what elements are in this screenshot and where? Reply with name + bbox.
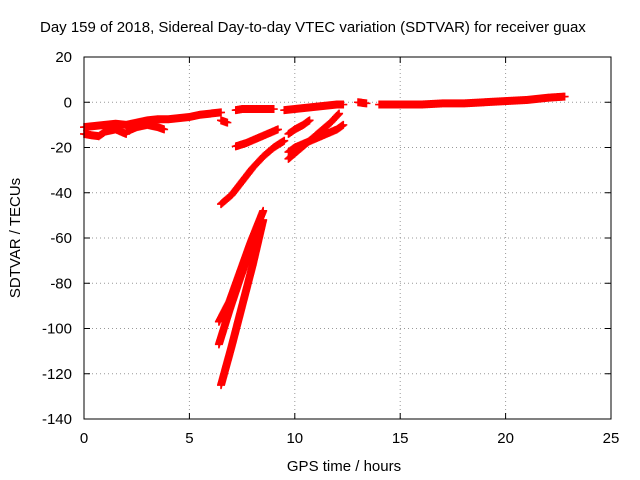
- data-point-markers: [280, 100, 348, 115]
- y-tick-label: -60: [50, 230, 72, 247]
- data-point-markers: [122, 120, 169, 136]
- plot-frame: [83, 56, 612, 420]
- y-tick-label: -80: [50, 275, 72, 292]
- data-point-markers: [354, 98, 371, 108]
- y-tick-label: -20: [50, 140, 72, 157]
- data-series-segment: [375, 92, 569, 109]
- x-tick-label: 25: [603, 430, 620, 447]
- data-series-segment: [231, 105, 278, 115]
- chart-title: Day 159 of 2018, Sidereal Day-to-day VTE…: [40, 19, 586, 36]
- y-tick-label: -120: [42, 366, 72, 383]
- y-tick-label: 0: [64, 94, 72, 111]
- y-axis-label: SDTVAR / TECUs: [7, 178, 24, 298]
- data-point-markers: [217, 116, 232, 127]
- data-point-markers: [284, 116, 314, 138]
- data-point-markers: [217, 136, 289, 209]
- data-point-markers: [231, 105, 278, 115]
- axis-ticks: 0 5 10 15 20 25 -140 -120 -100 -80 -60 -40 -20 0 20: [42, 49, 619, 447]
- y-tick-label: -100: [42, 321, 72, 338]
- data-points: [80, 92, 569, 390]
- data-series-segment: [231, 125, 282, 151]
- data-point-markers: [231, 125, 282, 151]
- data-series-segment: [217, 116, 232, 127]
- data-series-segment: [122, 120, 169, 136]
- data-point-markers: [375, 92, 569, 109]
- data-series-segment: [217, 136, 289, 209]
- y-tick-label: -40: [50, 185, 72, 202]
- x-tick-label: 0: [80, 430, 88, 447]
- x-tick-label: 10: [286, 430, 303, 447]
- data-point-markers: [217, 215, 268, 390]
- data-series-segment: [217, 215, 268, 390]
- x-tick-label: 5: [185, 430, 193, 447]
- x-tick-label: 20: [497, 430, 514, 447]
- data-series-segment: [354, 98, 371, 108]
- y-tick-label: 20: [55, 49, 72, 66]
- data-series-segment: [284, 109, 344, 163]
- data-series-segment: [280, 100, 348, 115]
- y-tick-label: -140: [42, 411, 72, 428]
- x-tick-label: 15: [392, 430, 409, 447]
- grid-lines: [84, 57, 611, 419]
- data-point-markers: [284, 109, 344, 163]
- data-series-segment: [284, 116, 314, 138]
- x-axis-label: GPS time / hours: [287, 458, 401, 475]
